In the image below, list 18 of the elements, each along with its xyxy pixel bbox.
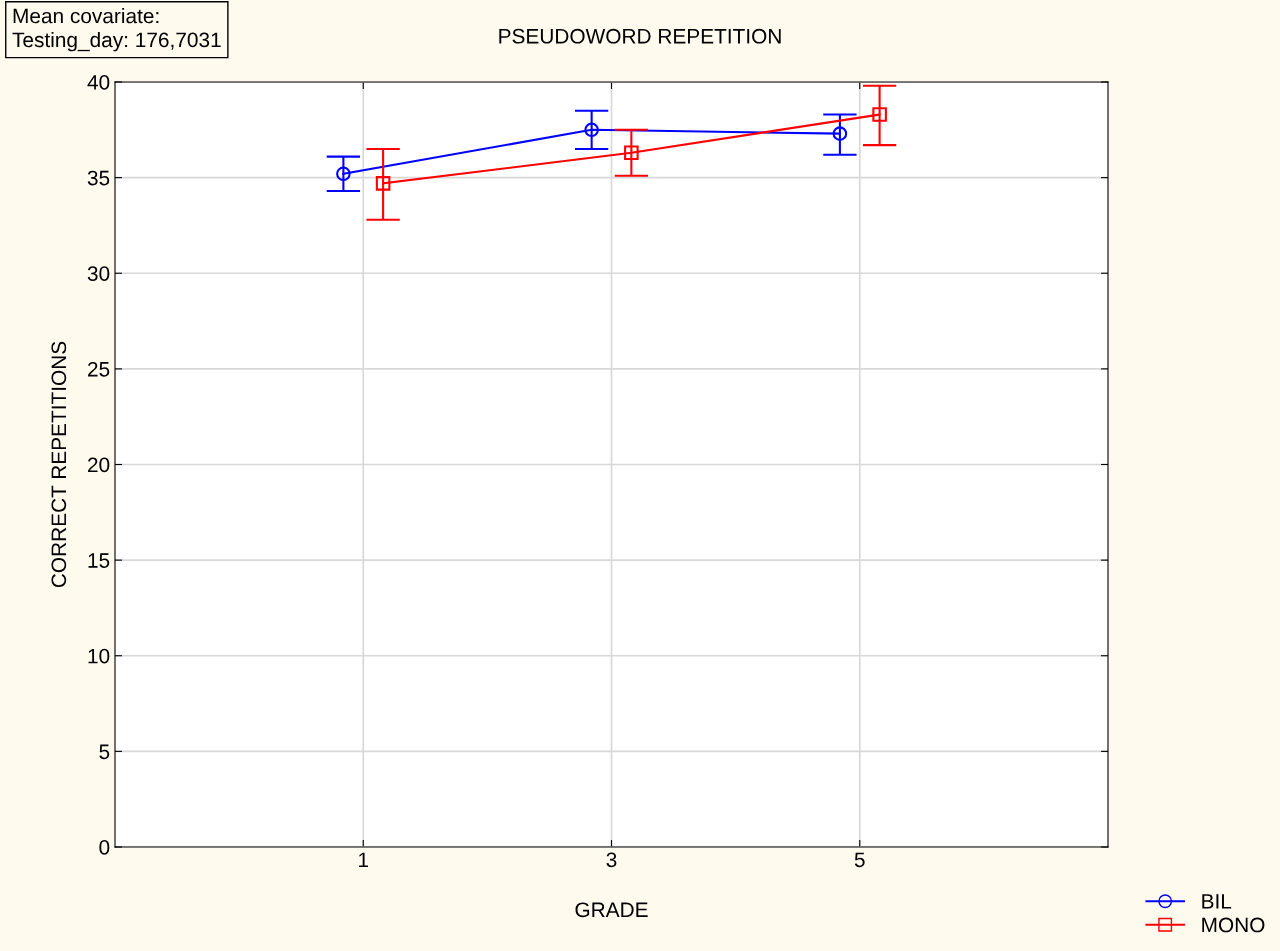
y-tick-label: 35	[87, 170, 110, 186]
legend-label: BIL	[1202, 894, 1232, 909]
y-tick-label: 15	[88, 553, 110, 568]
y-tick-label: 10	[88, 648, 110, 664]
text: Mean covariate: Testing_day: 176,7031	[12, 8, 221, 52]
y-axis-title: CORRECT REPETITIONS	[51, 341, 67, 588]
y-tick-label: 25	[88, 361, 110, 377]
y-tick-label: 40	[87, 75, 110, 90]
legend-label: MONO	[1202, 917, 1265, 933]
y-tick-label: 20	[88, 457, 110, 473]
x-tick-label: 5	[854, 852, 865, 868]
y-tick-label: 30	[87, 266, 110, 281]
x-axis-title: GRADE	[575, 902, 648, 918]
y-tick-label: 0	[99, 840, 110, 855]
x-tick-label: 1	[359, 852, 369, 867]
chart-title: PSEUDOWORD REPETITION	[499, 28, 781, 44]
x-tick-label: 3	[606, 852, 617, 868]
y-tick-label: 5	[99, 744, 110, 760]
